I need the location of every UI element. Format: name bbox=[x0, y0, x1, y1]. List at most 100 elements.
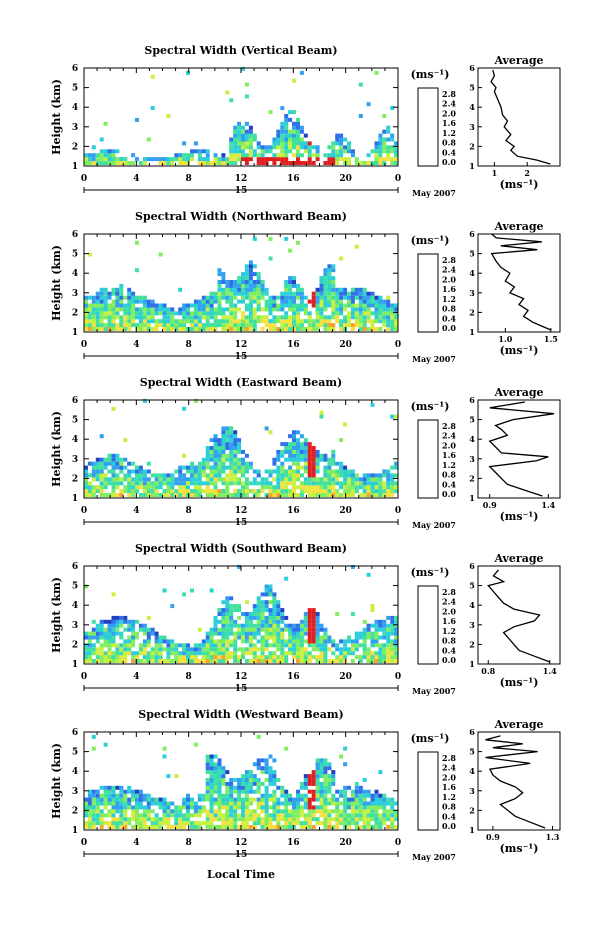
heatmap-cell bbox=[339, 327, 344, 331]
heatmap-cell bbox=[213, 774, 218, 779]
heatmap-cell bbox=[221, 161, 226, 165]
heatmap-cell bbox=[378, 133, 383, 138]
heatmap-cell bbox=[221, 797, 226, 802]
heatmap-cell bbox=[87, 647, 92, 652]
heatmap-cell bbox=[127, 651, 132, 656]
heatmap-cell bbox=[276, 493, 281, 497]
heatmap-cell bbox=[205, 793, 210, 798]
colorbar-tick-label: 1.6 bbox=[442, 616, 456, 626]
heatmap-cell bbox=[378, 137, 383, 142]
heatmap-cell bbox=[311, 778, 316, 782]
x-tick-label: 20 bbox=[339, 672, 352, 682]
heatmap-cell bbox=[95, 821, 100, 826]
heatmap-cell bbox=[347, 481, 351, 486]
y-tick-label: 3 bbox=[72, 787, 78, 797]
heatmap-cell bbox=[260, 623, 265, 628]
heatmap-cell bbox=[256, 781, 261, 786]
heatmap-cell bbox=[382, 643, 387, 648]
heatmap-cell bbox=[221, 461, 226, 466]
heatmap-cell bbox=[335, 311, 340, 316]
heatmap-cell bbox=[296, 797, 300, 802]
heatmap-cell bbox=[339, 754, 344, 759]
heatmap-cell bbox=[276, 627, 281, 632]
heatmap-cell bbox=[205, 813, 210, 818]
heatmap-cell bbox=[135, 311, 139, 316]
heatmap-cell bbox=[339, 319, 344, 324]
heatmap-cell bbox=[209, 161, 214, 165]
heatmap-cell bbox=[131, 315, 136, 320]
heatmap-cell bbox=[111, 453, 116, 458]
heatmap-cell bbox=[323, 303, 328, 308]
heatmap-cell bbox=[107, 469, 112, 474]
heatmap-cell bbox=[358, 303, 363, 308]
heatmap-cell bbox=[366, 813, 371, 818]
heatmap-cell bbox=[201, 793, 206, 798]
heatmap-cell bbox=[303, 647, 308, 652]
heatmap-cell bbox=[343, 149, 348, 154]
heatmap-cell bbox=[229, 631, 234, 636]
heatmap-cell bbox=[284, 469, 289, 474]
heatmap-cell bbox=[296, 453, 300, 458]
heatmap-cell bbox=[260, 643, 265, 648]
heatmap-cell bbox=[284, 809, 289, 814]
heatmap-cell bbox=[150, 655, 155, 660]
y-tick-label: 1 bbox=[72, 494, 78, 504]
heatmap-cell bbox=[307, 809, 312, 814]
heatmap-cell bbox=[370, 493, 375, 497]
heatmap-cell bbox=[154, 813, 159, 818]
heatmap-cell bbox=[174, 655, 179, 660]
heatmap-cell bbox=[127, 481, 132, 486]
heatmap-cell bbox=[284, 153, 289, 158]
heatmap-cell bbox=[315, 153, 320, 158]
heatmap-cell bbox=[154, 303, 159, 308]
heatmap-cell bbox=[311, 446, 316, 450]
x-tick-label: 8 bbox=[186, 174, 192, 184]
heatmap-cell bbox=[292, 446, 296, 450]
heatmap-cell bbox=[154, 311, 159, 316]
heatmap-cell bbox=[244, 635, 249, 640]
heatmap-cell bbox=[280, 801, 285, 806]
heatmap-cell bbox=[205, 327, 210, 331]
heatmap-cell bbox=[229, 161, 234, 165]
heatmap-cell bbox=[205, 817, 210, 822]
colorbar-unit: (ms⁻¹) bbox=[411, 234, 450, 247]
heatmap-cell bbox=[264, 287, 269, 292]
heatmap-cell bbox=[280, 789, 285, 794]
heatmap-cell bbox=[146, 797, 151, 802]
heatmap-cell bbox=[99, 659, 104, 663]
heatmap-cell bbox=[260, 825, 265, 829]
heatmap-cell bbox=[331, 477, 336, 482]
heatmap-cell bbox=[339, 295, 344, 300]
heatmap-cell bbox=[119, 465, 124, 470]
heatmap-cell bbox=[335, 473, 340, 478]
heatmap-cell bbox=[390, 623, 395, 628]
heatmap-cell bbox=[374, 813, 379, 818]
heatmap-cell bbox=[366, 627, 371, 632]
heatmap-cell bbox=[390, 825, 395, 829]
heatmap-cell bbox=[319, 809, 324, 814]
heatmap-cell bbox=[299, 153, 304, 158]
heatmap-cell bbox=[217, 643, 222, 648]
heatmap-cell bbox=[252, 655, 257, 660]
heatmap-cell bbox=[272, 758, 277, 763]
heatmap-cell bbox=[307, 825, 312, 829]
heatmap-cell bbox=[299, 635, 304, 640]
heatmap-cell bbox=[311, 493, 316, 497]
heatmap-cell bbox=[319, 299, 324, 304]
heatmap-cell bbox=[233, 461, 238, 466]
y-tick-label: 5 bbox=[72, 416, 78, 426]
heatmap-cell bbox=[315, 778, 320, 782]
heatmap-cell bbox=[209, 801, 214, 806]
heatmap-cell bbox=[331, 449, 336, 454]
heatmap-cell bbox=[221, 449, 226, 454]
heatmap-cell bbox=[244, 639, 249, 644]
heatmap-cell bbox=[115, 149, 120, 154]
heatmap-cell bbox=[244, 619, 249, 624]
heatmap-cell bbox=[225, 643, 230, 648]
heatmap-cell bbox=[256, 489, 261, 494]
heatmap-cell bbox=[315, 307, 320, 312]
y-axis-label: Height (km) bbox=[50, 79, 63, 155]
heatmap-cell bbox=[166, 481, 171, 486]
colorbar-tick-label: 2.4 bbox=[442, 763, 456, 773]
heatmap-cell bbox=[99, 161, 104, 165]
